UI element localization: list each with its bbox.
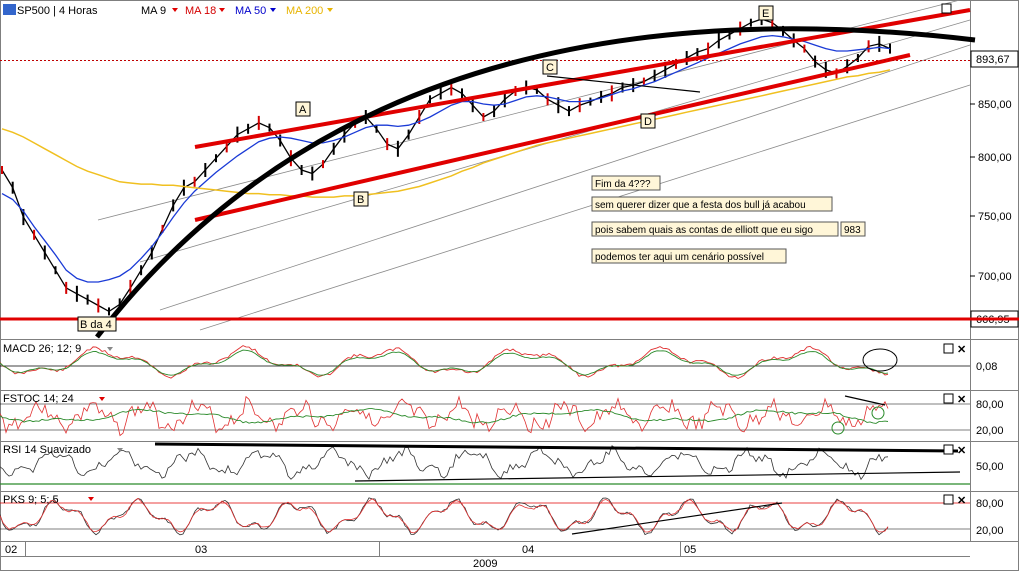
- note-1: Fim da 4???: [595, 179, 651, 190]
- month-tick-05: 05: [684, 544, 696, 556]
- red-trendlines: [194, 8, 971, 222]
- fstoc-d-line: [0, 408, 889, 424]
- fstoc-maximize-icon[interactable]: [943, 393, 954, 404]
- wave-d-label: D: [644, 116, 652, 128]
- ma-50-dropdown-icon[interactable]: [270, 8, 276, 12]
- pks-dropdown-icon[interactable]: [88, 497, 94, 501]
- pks-maximize-icon[interactable]: [943, 494, 954, 505]
- fstoc-circle-1: [831, 421, 845, 435]
- wave-d-box: [640, 113, 656, 129]
- price-tick-700: 700,00: [978, 271, 1012, 283]
- rsi-upper-trendline: [154, 442, 959, 453]
- macd-panel: MACD 26; 12; 9 0,08 ✕: [0, 343, 997, 380]
- maximize-icon[interactable]: [941, 3, 952, 14]
- pks-close-icon[interactable]: ✕: [957, 495, 966, 507]
- wave-a-box: [295, 101, 311, 117]
- pks-k-line: [0, 497, 889, 536]
- month-tick-04: 04: [522, 544, 534, 556]
- note-4: podemos ter aqui um cenário possível: [595, 252, 764, 263]
- rsi-close-icon[interactable]: ✕: [957, 445, 966, 457]
- note-box-1: [591, 175, 661, 191]
- rsi-line: [0, 445, 889, 481]
- macd-maximize-icon[interactable]: [943, 343, 954, 354]
- ma-18-label[interactable]: MA 18: [185, 5, 216, 17]
- price-tick-850: 850,00: [978, 99, 1012, 111]
- notes: Fim da 4??? sem querer dizer que a festa…: [591, 175, 866, 264]
- fstoc-trendline: [844, 395, 886, 406]
- macd-dropdown-icon[interactable]: [107, 347, 113, 351]
- rsi-lower-trendline: [354, 471, 961, 482]
- ma-50-label[interactable]: MA 50: [235, 5, 266, 17]
- series-line-ma-50: [1, 34, 891, 283]
- macd-label: MACD 26; 12; 9: [3, 343, 81, 355]
- series-line-ma-200: [1, 69, 891, 198]
- wave-b-label: B: [357, 194, 364, 206]
- ma-9-dropdown-icon[interactable]: [172, 8, 178, 12]
- header-legend: SP500 | 4 Horas MA 9 MA 18 MA 50 MA 200: [3, 3, 952, 17]
- fstoc-label: FSTOC 14; 24: [3, 393, 74, 405]
- macd-signal-line: [0, 349, 889, 376]
- price-axis: 850,00 800,00 750,00 700,00 893,67 666,9…: [970, 50, 1019, 328]
- note-box-3: [591, 221, 839, 237]
- pks-trendline: [571, 502, 783, 535]
- pks-panel: PKS 9; 5; 5 80,00 20,00 ✕: [0, 494, 1004, 537]
- note-value: 983: [844, 225, 861, 236]
- price-tick-800: 800,00: [978, 152, 1012, 164]
- cfd-icon: [3, 4, 16, 15]
- rsi-label: RSI 14 Suavizado: [3, 444, 91, 456]
- month-tick-02: 02: [5, 544, 17, 556]
- note-box-4: [591, 248, 787, 264]
- wave-a-label: A: [299, 104, 307, 116]
- fstoc-panel: FSTOC 14; 24 80,00 20,00 ✕: [0, 393, 1004, 437]
- rsi-dropdown-icon[interactable]: [117, 448, 123, 452]
- ma-9-label[interactable]: MA 9: [141, 5, 166, 17]
- rsi-maximize-icon[interactable]: [943, 444, 954, 455]
- rsi-tick-50: 50,00: [976, 461, 1004, 473]
- fstoc-circle-2: [871, 406, 885, 420]
- wave-c-trendline: [546, 75, 701, 93]
- fstoc-tick-20: 20,00: [976, 425, 1004, 437]
- note-box-2: [591, 196, 833, 212]
- macd-tick: 0,08: [976, 361, 997, 373]
- pks-d-line: [0, 497, 889, 534]
- wave-b4-box: [77, 316, 117, 332]
- year-label: 2009: [473, 558, 497, 570]
- wave-b4-label: B da 4: [80, 319, 112, 331]
- month-tick-03: 03: [195, 544, 207, 556]
- macd-circle-annotation: [862, 348, 898, 372]
- ma-18-dropdown-icon[interactable]: [219, 8, 225, 12]
- wave-labels: A B C D E B da 4: [77, 5, 774, 332]
- pks-tick-20: 20,00: [976, 525, 1004, 537]
- wave-c-box: [542, 59, 558, 75]
- fstoc-close-icon[interactable]: ✕: [957, 394, 966, 406]
- symbol-title: SP500 | 4 Horas: [17, 5, 98, 17]
- price-tick-750: 750,00: [978, 211, 1012, 223]
- fstoc-tick-80: 80,00: [976, 399, 1004, 411]
- ma-200-dropdown-icon[interactable]: [327, 8, 333, 12]
- wave-e-label: E: [762, 8, 769, 20]
- wave-e-box: [758, 5, 774, 21]
- curved-resistance-arc: [95, 26, 976, 339]
- current-price-box: [970, 50, 1019, 68]
- macd-close-icon[interactable]: ✕: [957, 344, 966, 356]
- pks-tick-80: 80,00: [976, 498, 1004, 510]
- note-2: sem querer dizer que a festa dos bull já…: [595, 200, 806, 211]
- wave-b-box: [353, 191, 369, 207]
- current-price-label: 893,67: [976, 54, 1010, 66]
- rsi-panel: RSI 14 Suavizado 50,00 ✕: [0, 442, 1004, 485]
- fstoc-dropdown-icon[interactable]: [99, 397, 105, 401]
- pks-label: PKS 9; 5; 5: [3, 494, 59, 506]
- time-axis: 02 03 04 05 2009: [5, 541, 696, 570]
- note-3: pois sabem quais as contas de elliott qu…: [595, 225, 813, 236]
- wave-c-label: C: [546, 62, 554, 74]
- ma-200-label[interactable]: MA 200: [286, 5, 323, 17]
- note-value-box: [840, 221, 866, 237]
